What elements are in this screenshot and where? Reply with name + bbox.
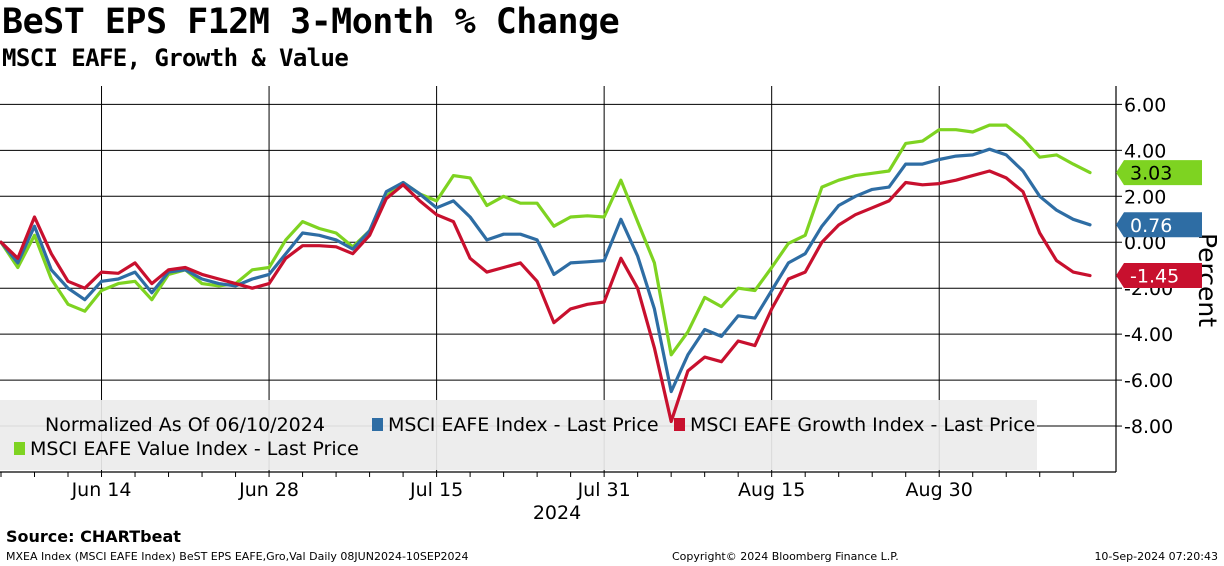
y-tick-label: 0.00	[1124, 232, 1166, 254]
series-line	[0, 147, 1092, 394]
y-tick-label: -4.00	[1124, 324, 1173, 346]
chart-title: BeST EPS F12M 3-Month % Change	[2, 2, 620, 42]
last-value-tag-bg	[1116, 160, 1202, 186]
legend-box	[0, 400, 1037, 470]
footer-left: MXEA Index (MSCI EAFE Index) BeST EPS EA…	[6, 550, 469, 563]
series-line	[0, 169, 1092, 424]
x-tick-label: Jun 28	[238, 479, 299, 501]
last-value-tag: -1.45	[1116, 263, 1202, 289]
last-value-tag-bg	[1116, 263, 1202, 289]
last-value-label: 3.03	[1130, 163, 1172, 185]
y-tick-label: 4.00	[1124, 140, 1166, 162]
chart-subtitle: MSCI EAFE, Growth & Value	[2, 44, 349, 72]
legend-note: Normalized As Of 06/10/2024	[45, 414, 325, 436]
y-tick-label: 6.00	[1124, 94, 1166, 116]
legend-swatch	[14, 442, 25, 455]
footer-copyright: Copyright© 2024 Bloomberg Finance L.P.	[672, 550, 899, 563]
legend-swatch	[674, 418, 685, 431]
footer-timestamp: 10-Sep-2024 07:20:43	[1094, 550, 1218, 563]
y-tick-label: -8.00	[1124, 416, 1173, 438]
y-tick-label: 2.00	[1124, 186, 1166, 208]
x-tick-label: Aug 15	[738, 479, 805, 501]
source-note: Source: CHARTbeat	[6, 527, 181, 546]
last-value-tag: 3.03	[1116, 160, 1202, 186]
x-axis-label: 2024	[533, 502, 581, 520]
y-tick-label: -6.00	[1124, 370, 1173, 392]
last-value-tag-bg	[1116, 212, 1202, 238]
legend-label: MSCI EAFE Index - Last Price	[388, 414, 659, 436]
last-value-label: 0.76	[1130, 215, 1172, 237]
x-tick-label: Jul 31	[577, 479, 631, 501]
x-tick-label: Aug 30	[906, 479, 973, 501]
legend: Normalized As Of 06/10/2024 MSCI EAFE Ind…	[14, 414, 1035, 460]
legend-swatch	[372, 418, 383, 431]
legend-label: MSCI EAFE Value Index - Last Price	[30, 438, 359, 460]
line-chart: 6.004.002.000.00-2.00-4.00-6.00-8.00Jun …	[0, 86, 1222, 520]
last-value-tag: 0.76	[1116, 212, 1202, 238]
x-tick-label: Jul 15	[409, 479, 463, 501]
legend-label: MSCI EAFE Growth Index - Last Price	[690, 414, 1035, 436]
x-tick-label: Jun 14	[71, 479, 132, 501]
last-value-label: -1.45	[1130, 266, 1179, 288]
